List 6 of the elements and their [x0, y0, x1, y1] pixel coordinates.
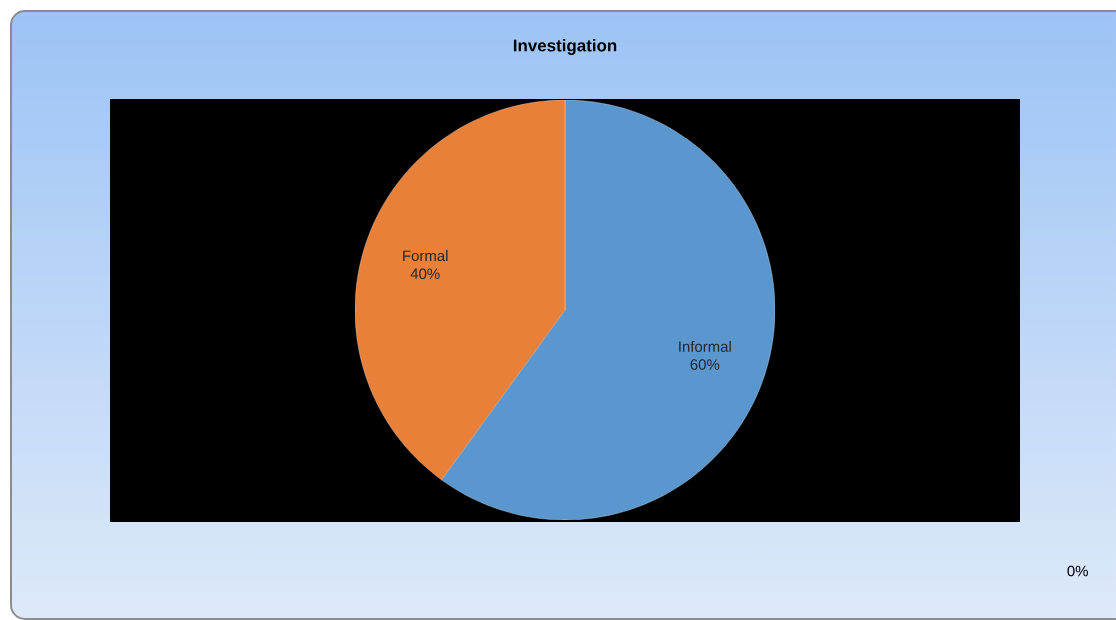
data-label: 40%: [410, 268, 440, 280]
slice-label: Informal: [679, 340, 731, 352]
data-label: 60%: [690, 359, 720, 370]
chart-title: Investigation: [513, 39, 617, 55]
text: 0%: [1067, 565, 1088, 577]
slice-label: Formal: [403, 250, 448, 262]
